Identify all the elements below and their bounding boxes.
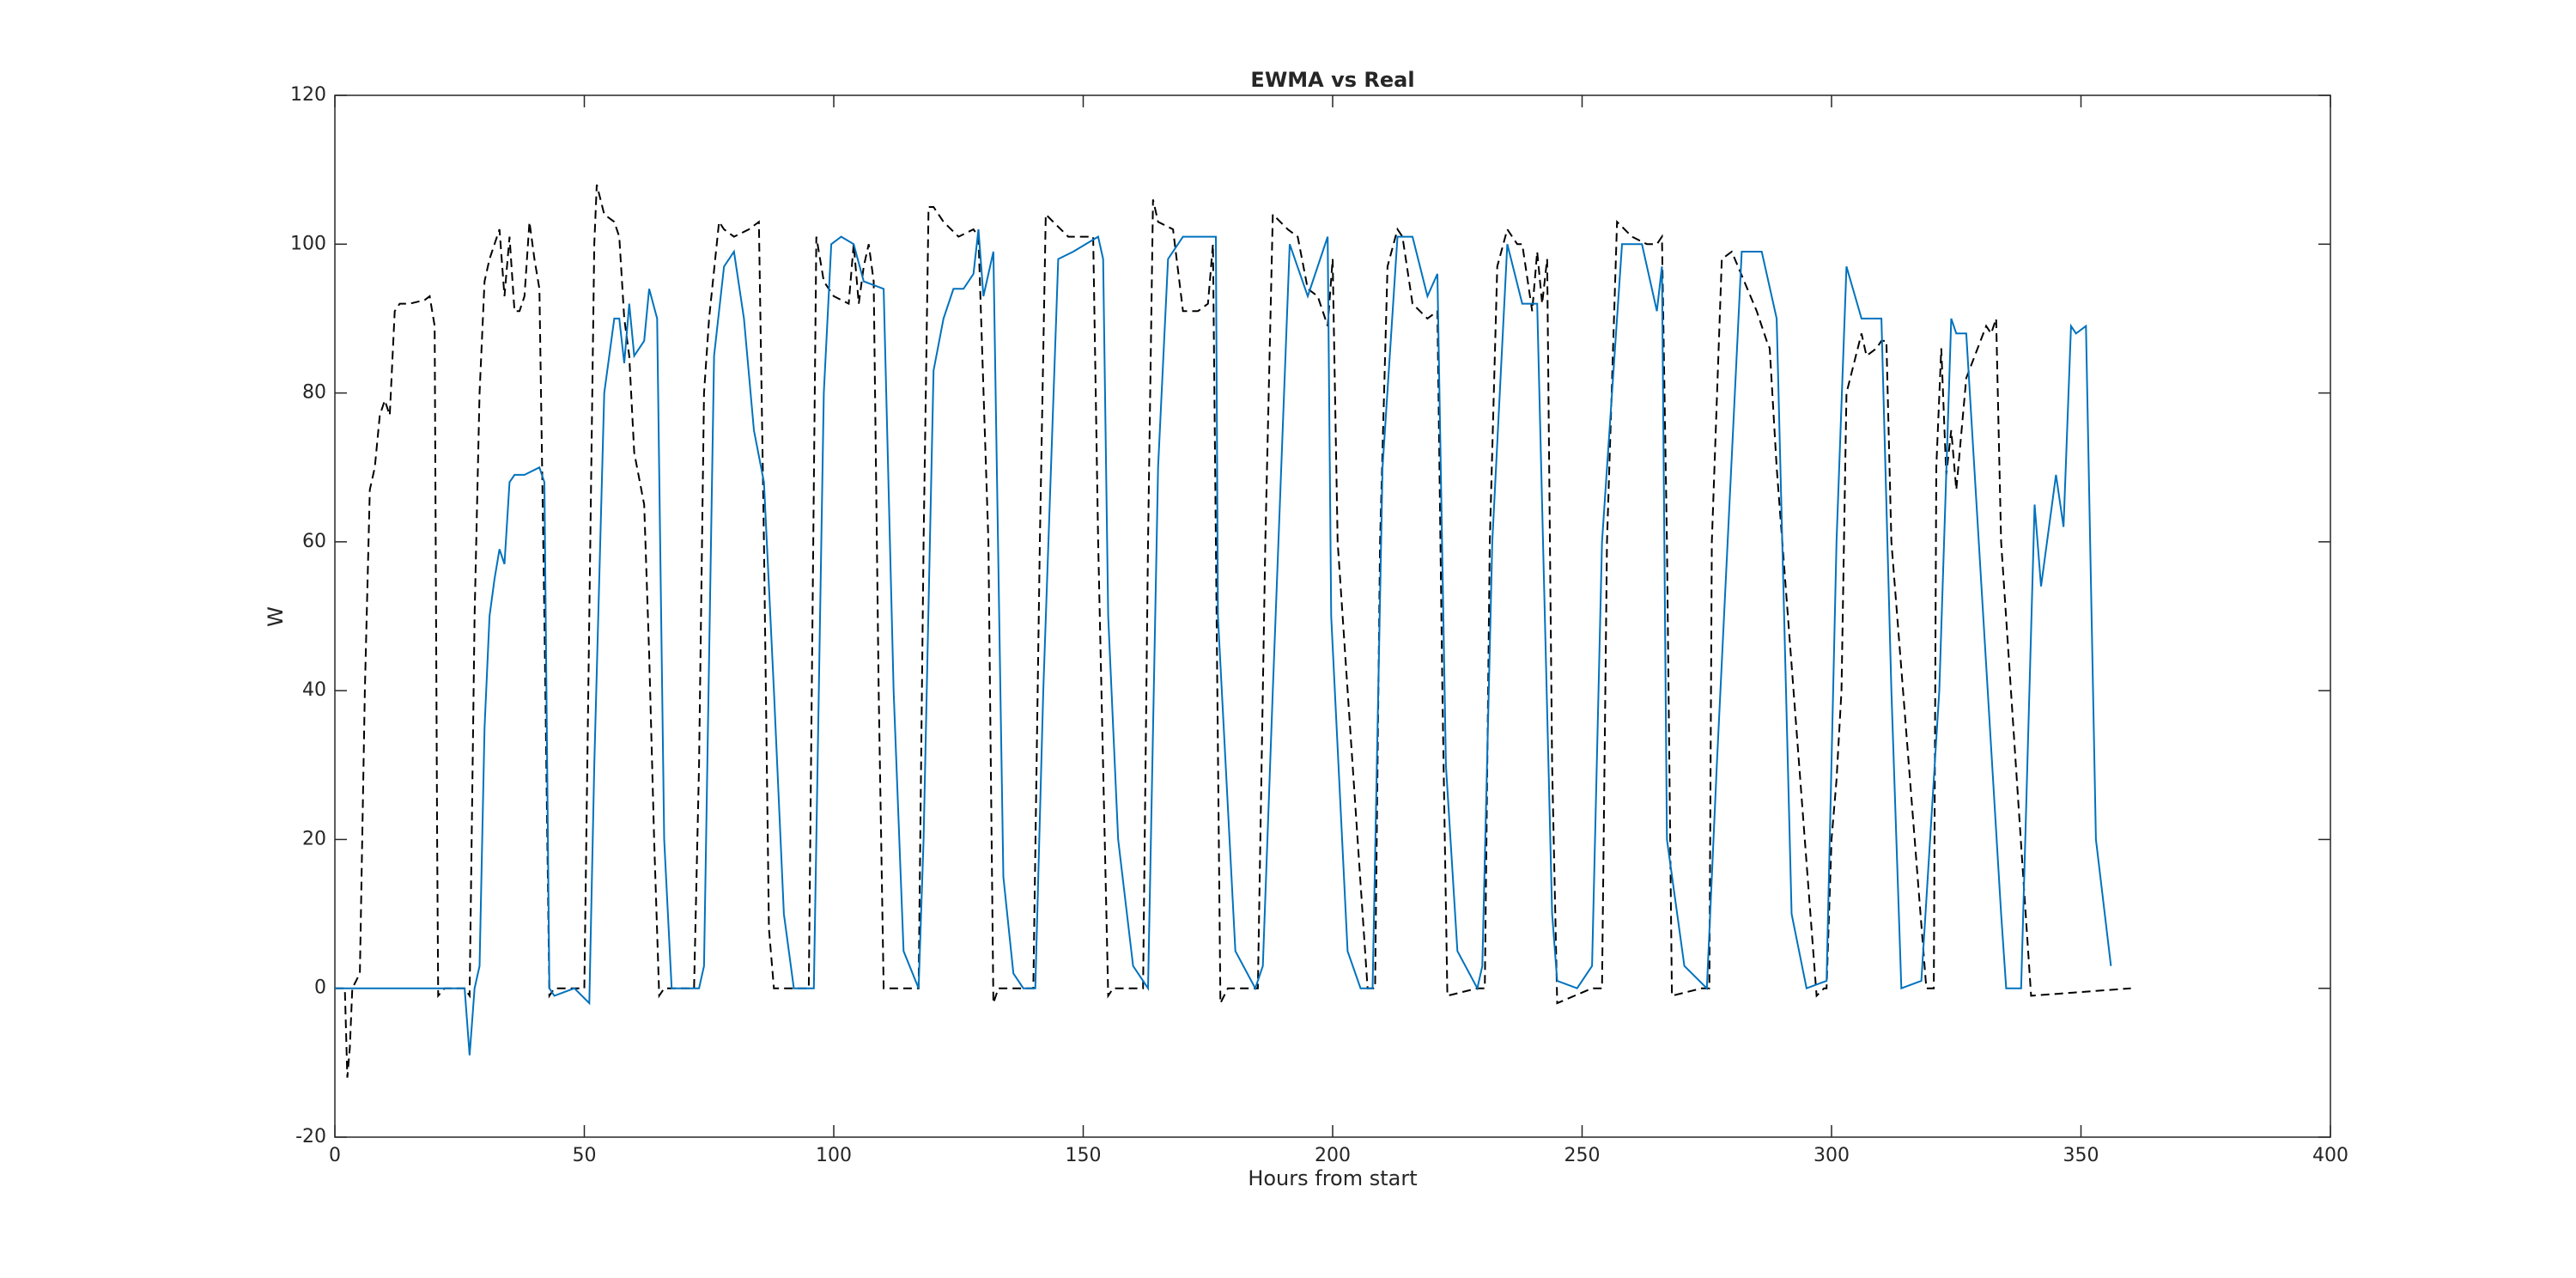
x-tick-label: 100 (816, 1145, 852, 1166)
x-tick-label: 300 (1814, 1145, 1850, 1166)
y-tick-label: 100 (290, 233, 326, 254)
y-tick-label: 120 (290, 84, 326, 106)
y-tick-label: 80 (302, 382, 326, 404)
y-tick-label: 0 (314, 977, 326, 999)
x-tick-label: 200 (1315, 1145, 1351, 1166)
x-tick-label: 400 (2312, 1145, 2348, 1166)
x-tick-label: 50 (573, 1145, 597, 1166)
x-tick-label: 0 (329, 1145, 341, 1166)
y-tick-label: -20 (295, 1126, 326, 1147)
x-axis-label: Hours from start (1248, 1166, 1417, 1190)
x-tick-label: 350 (2063, 1145, 2099, 1166)
series-line (335, 228, 2112, 1056)
x-tick-label: 150 (1066, 1145, 1102, 1166)
chart-title: EWMA vs Real (1250, 68, 1414, 92)
y-tick-label: 20 (302, 828, 326, 849)
y-tick-label: 60 (302, 531, 326, 552)
y-tick-label: 40 (302, 679, 326, 701)
x-tick-label: 250 (1564, 1145, 1601, 1166)
y-axis-label: W (264, 606, 288, 627)
